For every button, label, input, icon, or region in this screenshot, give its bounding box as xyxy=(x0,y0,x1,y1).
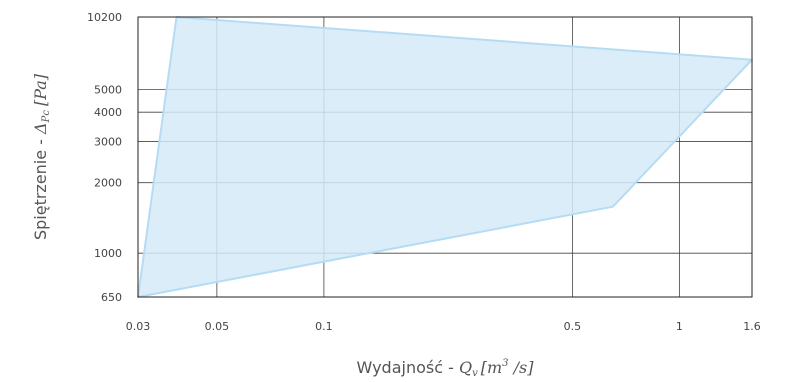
x-tick-label: 0.5 xyxy=(564,320,582,333)
y-tick-label: 10200 xyxy=(87,11,122,24)
y-axis-title-unit: [Pa] xyxy=(31,73,50,106)
x-tick-label: 1 xyxy=(676,320,683,333)
x-axis-title-symbol: Q xyxy=(459,358,472,377)
x-axis-title: Wydajność - Qv [m3 /s] xyxy=(357,358,535,379)
y-tick-label: 4000 xyxy=(94,106,122,119)
y-axis-title-prefix: Spiętrzenie - xyxy=(31,134,50,240)
x-tick-label: 1.6 xyxy=(743,320,761,333)
y-tick-label: 1000 xyxy=(94,247,122,260)
x-tick-labels: 0.03 0.05 0.1 0.5 1 1.6 xyxy=(126,320,761,333)
x-tick-label: 0.1 xyxy=(315,320,333,333)
x-axis-title-subscript: v xyxy=(472,368,478,379)
y-axis-title: Spiętrzenie - ΔPc [Pa] xyxy=(31,73,52,240)
x-tick-label: 0.03 xyxy=(126,320,151,333)
x-axis-title-prefix: Wydajność - xyxy=(357,358,459,377)
y-tick-label: 3000 xyxy=(94,135,122,148)
x-axis-title-unit-close: /s] xyxy=(509,358,535,377)
plot-frame xyxy=(137,16,753,298)
y-tick-label: 5000 xyxy=(94,84,122,97)
x-axis-title-unit-open: [m xyxy=(481,358,502,377)
x-tick-label: 0.05 xyxy=(205,320,230,333)
x-axis-title-unit-sup: 3 xyxy=(502,358,508,369)
y-tick-label: 650 xyxy=(101,291,122,304)
y-tick-labels: 650 1000 2000 3000 4000 5000 10200 xyxy=(87,11,122,304)
y-axis-title-symbol: Δ xyxy=(31,122,50,135)
y-tick-label: 2000 xyxy=(94,177,122,190)
y-axis-title-subscript: Pc xyxy=(41,110,52,124)
